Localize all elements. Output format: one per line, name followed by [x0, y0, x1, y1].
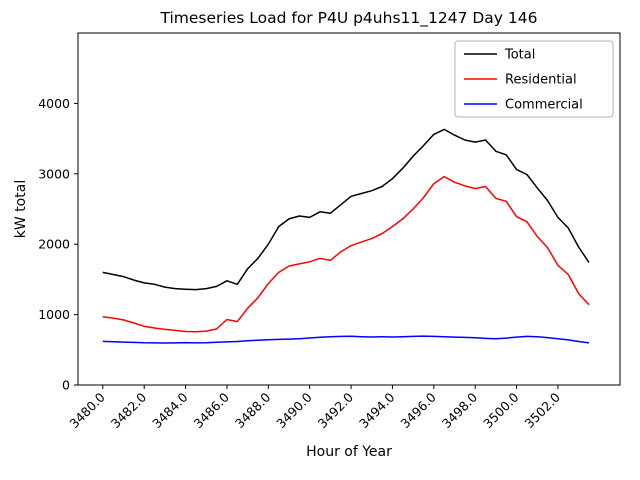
y-tick-label: 0 — [62, 378, 70, 393]
x-tick-label: 3486.0 — [191, 389, 233, 431]
chart-title: Timeseries Load for P4U p4uhs11_1247 Day… — [160, 9, 538, 28]
x-tick-label: 3490.0 — [273, 389, 315, 431]
legend-label-commercial: Commercial — [505, 98, 583, 113]
y-tick-label: 4000 — [38, 96, 70, 111]
axes-box — [77, 32, 621, 386]
x-axis-label: Hour of Year — [306, 444, 392, 460]
x-tick-label: 3500.0 — [480, 389, 522, 431]
y-tick-label: 1000 — [38, 307, 70, 322]
y-axis-label: kW total — [13, 180, 29, 238]
x-tick-label: 3480.0 — [66, 389, 108, 431]
x-tick-label: 3482.0 — [108, 389, 150, 431]
series-line-total — [102, 128, 590, 291]
x-tick-label: 3494.0 — [356, 389, 398, 431]
x-tick-label: 3492.0 — [315, 389, 357, 431]
series-line-residential — [102, 175, 590, 333]
y-tick-label: 3000 — [38, 166, 70, 181]
x-tick-label: 3502.0 — [522, 389, 564, 431]
series-line-commercial — [102, 335, 590, 344]
x-tick-label: 3496.0 — [397, 389, 439, 431]
legend-label-residential: Residential — [505, 73, 577, 88]
x-tick-label: 3498.0 — [439, 389, 481, 431]
legend-box — [454, 40, 614, 118]
x-tick-label: 3488.0 — [232, 389, 274, 431]
legend-label-total: Total — [504, 48, 535, 63]
y-tick-label: 2000 — [38, 237, 70, 252]
x-tick-label: 3484.0 — [149, 389, 191, 431]
legend: Total Residential Commercial — [454, 40, 614, 118]
